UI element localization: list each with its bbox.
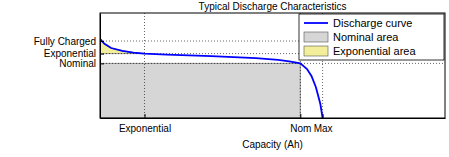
tick: Exponential (44, 48, 104, 59)
legend-box (299, 14, 444, 60)
legend-label: Nominal area (333, 31, 399, 43)
tick: Nom (290, 114, 311, 134)
area (100, 63, 300, 118)
tick-label: Exponential (44, 48, 96, 59)
tick: Fully Charged (34, 36, 104, 47)
discharge-line (100, 39, 323, 118)
x-axis: Exponential NomMax (101, 114, 446, 134)
tick-mark (145, 114, 146, 118)
grid (100, 13, 445, 118)
x-axis-label: Capacity (Ah) (242, 139, 303, 150)
legend-swatch (304, 46, 328, 56)
tick-label: Nominal (59, 58, 96, 69)
tick-mark (100, 41, 104, 42)
tick-label: Max (314, 123, 333, 134)
legend-swatch (304, 32, 328, 42)
title: Typical Discharge Characteristics (199, 1, 347, 12)
tick: Max (314, 114, 333, 134)
chart: ExponentialNomMaxNominalExponentialFully… (0, 0, 449, 157)
tick-mark (100, 54, 104, 55)
tick-label: Exponential (119, 123, 171, 134)
legend-label: Discharge curve (333, 17, 412, 29)
legend: Discharge curve Nominal area Exponential a… (299, 14, 444, 60)
legend-swatch (304, 22, 328, 24)
tick-mark (100, 63, 104, 64)
tick-mark (323, 114, 324, 118)
plot-background (100, 13, 445, 118)
tick-label: Fully Charged (34, 36, 96, 47)
marks (100, 13, 445, 118)
plot-frame (100, 13, 445, 118)
legend-label: Exponential area (333, 45, 416, 57)
y-axis: NominalExponentialFully Charged (34, 14, 104, 119)
grid-line (144, 13, 145, 118)
tick: Nominal (59, 58, 104, 69)
grid-line (100, 63, 445, 64)
plot: ExponentialNomMaxNominalExponentialFully… (34, 13, 446, 134)
tick-mark (300, 114, 301, 118)
tick-label: Nom (290, 123, 311, 134)
tick: Exponential (119, 114, 171, 134)
